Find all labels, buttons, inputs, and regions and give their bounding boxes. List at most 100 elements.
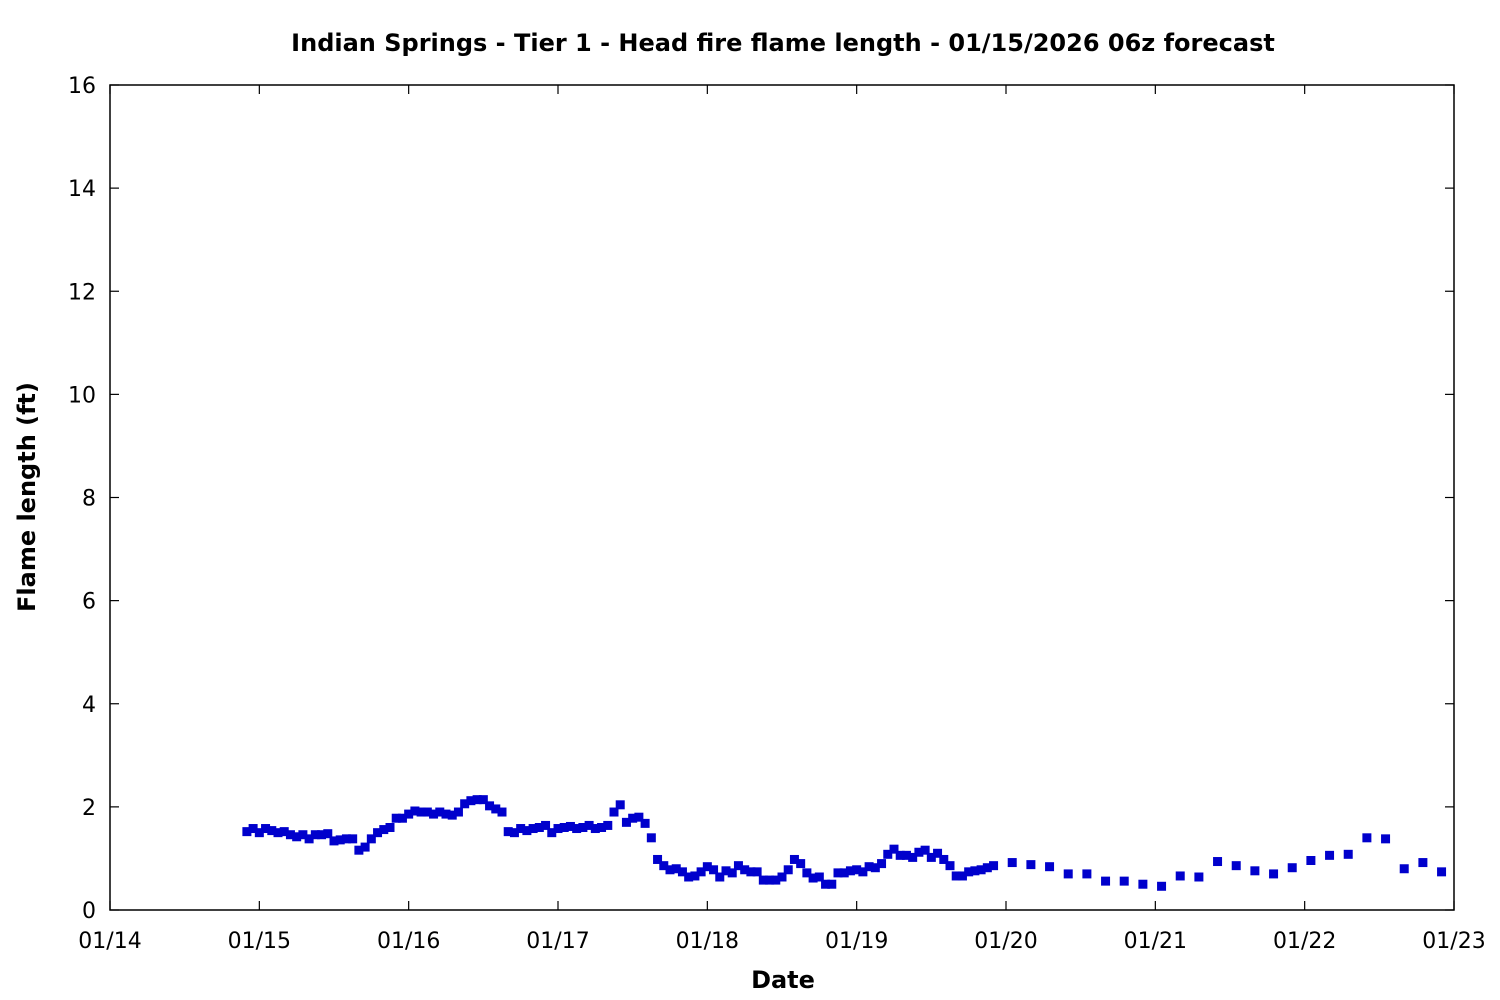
data-point (572, 824, 582, 834)
data-point (883, 849, 893, 859)
data-point (472, 795, 482, 805)
plot-frame (109, 84, 1455, 911)
data-point (366, 834, 376, 844)
data-point (702, 862, 712, 872)
data-point (329, 836, 339, 846)
y-tick-label: 14 (68, 177, 96, 202)
data-point (653, 854, 663, 864)
data-point (1325, 850, 1335, 860)
data-point (1119, 876, 1129, 886)
data-point (951, 871, 961, 881)
data-point (1082, 869, 1092, 879)
data-point (796, 859, 806, 869)
data-point (982, 863, 992, 873)
data-point (989, 861, 999, 871)
data-point (715, 872, 725, 882)
data-point (491, 804, 501, 814)
data-point (553, 824, 563, 834)
data-point (242, 827, 252, 837)
data-point (1101, 876, 1111, 886)
data-point (740, 865, 750, 875)
data-point (422, 807, 432, 817)
data-point (802, 868, 812, 878)
x-tick-label: 01/16 (377, 929, 440, 954)
data-point (410, 806, 420, 816)
data-point (659, 861, 669, 871)
data-point (341, 834, 351, 844)
data-point (933, 848, 943, 858)
data-point (733, 861, 743, 871)
y-tick-label: 6 (82, 590, 96, 615)
data-point (348, 834, 358, 844)
data-point (771, 875, 781, 885)
data-point (447, 810, 457, 820)
x-tick-label: 01/17 (526, 929, 589, 954)
data-point (677, 867, 687, 877)
data-point (509, 828, 519, 838)
data-point (597, 823, 607, 832)
data-point (1231, 861, 1241, 871)
x-tick-label: 01/19 (825, 929, 888, 954)
data-points (242, 795, 1447, 891)
data-point (267, 826, 277, 836)
data-point (273, 828, 283, 838)
data-point (758, 875, 768, 885)
data-point (1343, 849, 1353, 859)
data-point (1157, 881, 1167, 891)
data-point (317, 830, 327, 840)
data-point (503, 827, 513, 837)
data-point (1250, 866, 1260, 876)
data-point (839, 868, 849, 878)
data-point (964, 867, 974, 877)
y-tick-label: 16 (68, 74, 96, 99)
data-point (1045, 862, 1055, 872)
data-point (789, 854, 799, 864)
data-point (565, 821, 575, 831)
data-point (590, 824, 600, 834)
data-point (466, 796, 476, 806)
y-axis: 0 2 4 6 8 10 12 14 16 (68, 74, 1454, 924)
y-tick-label: 2 (82, 796, 96, 821)
data-point (379, 825, 389, 835)
data-point (696, 867, 706, 877)
data-point (926, 852, 936, 862)
data-point (1287, 863, 1297, 873)
data-point (621, 817, 631, 827)
data-point (814, 872, 824, 882)
data-point (833, 868, 843, 878)
data-point (914, 847, 924, 857)
data-point (640, 818, 650, 828)
data-point (1194, 872, 1204, 882)
data-point (821, 879, 831, 889)
data-point (541, 820, 551, 830)
data-point (1213, 857, 1223, 867)
data-point (416, 807, 426, 817)
chart-title: Indian Springs - Tier 1 - Head fire flam… (291, 29, 1275, 57)
data-point (404, 809, 414, 819)
data-point (746, 867, 756, 877)
data-point (945, 861, 955, 871)
data-point (727, 868, 737, 878)
x-tick-label: 01/14 (78, 929, 141, 954)
data-point (323, 829, 333, 839)
data-point (360, 842, 370, 852)
data-point (603, 820, 613, 830)
x-axis-label: Date (751, 966, 815, 994)
data-point (1269, 869, 1279, 879)
data-point (895, 850, 905, 860)
data-point (1063, 869, 1073, 879)
data-point (435, 807, 445, 817)
data-point (920, 845, 930, 855)
data-point (1138, 879, 1148, 889)
data-point (852, 865, 862, 875)
data-point (1175, 871, 1185, 881)
x-tick-label: 01/15 (228, 929, 291, 954)
data-point (870, 863, 880, 873)
data-point (391, 813, 401, 823)
x-tick-label: 01/22 (1273, 929, 1336, 954)
data-point (709, 865, 719, 875)
data-point (1007, 858, 1017, 868)
data-point (397, 813, 407, 823)
data-point (765, 875, 775, 885)
